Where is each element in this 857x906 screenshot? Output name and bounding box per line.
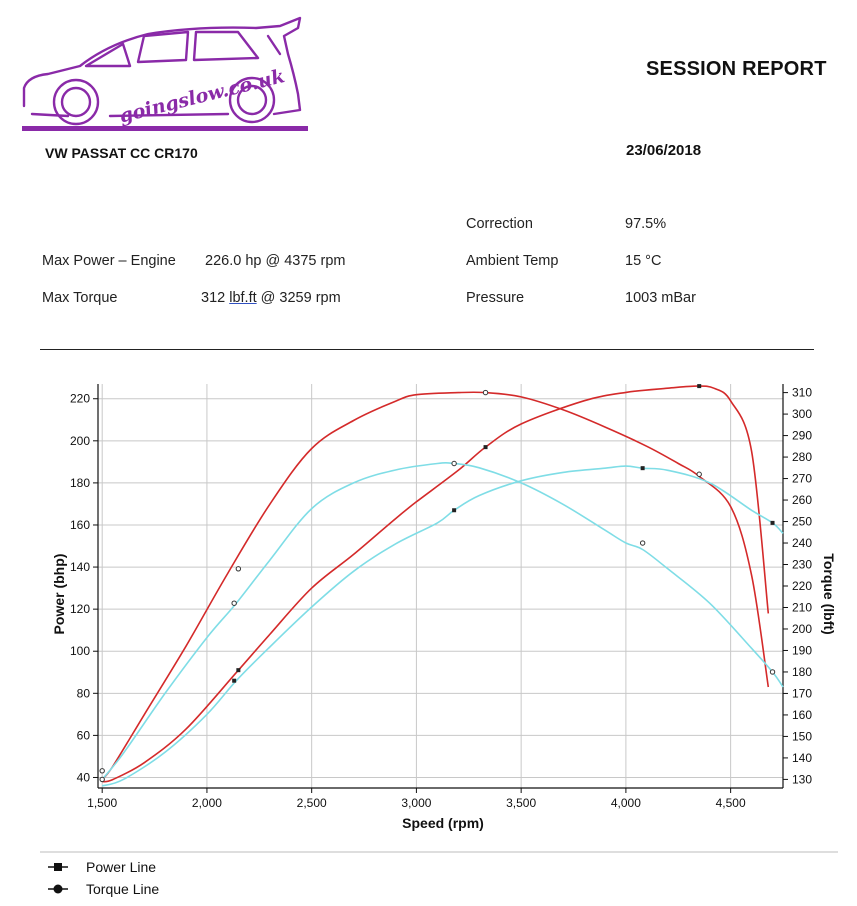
y-right-tick-label: 230 xyxy=(792,558,812,572)
y-left-tick-label: 200 xyxy=(70,434,90,448)
correction-label: Correction xyxy=(466,216,533,232)
x-tick-label: 4,000 xyxy=(611,796,641,810)
max-torque-unit: lbf.ft xyxy=(229,290,257,306)
y-right-tick-label: 210 xyxy=(792,600,812,614)
y-right-tick-label: 170 xyxy=(792,686,812,700)
logo-text: goingslow.co.uk xyxy=(117,65,287,127)
goingslow-logo: goingslow.co.uk xyxy=(22,16,308,131)
power-marker-run2 xyxy=(452,508,457,513)
torque-marker-run2 xyxy=(639,540,646,546)
report-title: SESSION REPORT xyxy=(646,58,827,80)
torque-marker-run1 xyxy=(696,471,702,477)
y-right-tick-label: 130 xyxy=(792,772,812,786)
y-right-tick-label: 140 xyxy=(792,751,812,765)
legend-square-marker xyxy=(54,863,62,871)
y-right-tick-label: 150 xyxy=(792,729,812,743)
y-right-tick-label: 240 xyxy=(792,536,812,550)
y-right-tick-label: 220 xyxy=(792,579,812,593)
max-torque-value: 312 lbf.ft @ 3259 rpm xyxy=(201,290,341,306)
y-left-tick-label: 160 xyxy=(70,518,90,532)
torque-marker-run1 xyxy=(235,566,242,572)
ambient-temp-label: Ambient Temp xyxy=(466,253,559,269)
max-torque-label: Max Torque xyxy=(42,290,118,306)
y-right-tick-label: 180 xyxy=(792,665,812,679)
correction-value: 97.5% xyxy=(625,216,667,232)
y-right-tick-label: 290 xyxy=(792,429,812,443)
power-marker-run2 xyxy=(770,520,775,525)
legend-label: Power Line xyxy=(86,859,156,875)
chart-legend: Power Line Torque Line xyxy=(48,859,159,897)
power-marker-run1 xyxy=(483,445,488,450)
y-left-tick-label: 40 xyxy=(77,770,91,784)
torque-marker-run2 xyxy=(451,460,457,467)
pressure-value: 1003 mBar xyxy=(625,290,696,306)
y-left-tick-label: 140 xyxy=(70,560,90,574)
torque-marker-run1 xyxy=(99,768,105,774)
torque-line-run1 xyxy=(101,391,770,780)
power-line-run2 xyxy=(101,465,784,787)
y-left-tick-label: 100 xyxy=(70,644,90,658)
x-tick-label: 1,500 xyxy=(87,796,117,810)
power-line-run1 xyxy=(102,385,770,783)
x-tick-label: 3,500 xyxy=(506,796,536,810)
separator-line xyxy=(40,349,814,350)
y-right-tick-label: 310 xyxy=(792,386,812,400)
y-axis-left-label: Power (bhp) xyxy=(51,554,67,635)
y-right-tick-label: 270 xyxy=(792,472,812,486)
torque-marker-run2 xyxy=(769,669,776,675)
ambient-temp-value: 15 °C xyxy=(625,253,662,269)
legend-label: Torque Line xyxy=(86,881,159,897)
y-right-tick-label: 200 xyxy=(792,622,812,636)
chart-axes xyxy=(97,384,784,789)
y-left-tick-label: 220 xyxy=(70,392,90,406)
chart-grid xyxy=(98,384,783,788)
y-left-tick-label: 180 xyxy=(70,476,90,490)
y-left-tick-label: 120 xyxy=(70,602,90,616)
report-date: 23/06/2018 xyxy=(626,142,702,159)
chart-ticks: 1,500 2,000 2,500 3,000 3,500 4,000 4,500 40 60 8… xyxy=(70,386,812,810)
vehicle-name: VW PASSAT CC CR170 xyxy=(45,145,198,161)
x-tick-label: 2,500 xyxy=(297,796,327,810)
power-marker-run2 xyxy=(640,466,645,471)
y-left-tick-label: 80 xyxy=(77,686,91,700)
torque-marker-run2 xyxy=(99,776,105,783)
y-axis-right-label: Torque (lbft) xyxy=(821,553,837,634)
x-tick-label: 3,000 xyxy=(401,796,431,810)
power-marker-run1 xyxy=(236,668,241,673)
legend-circle-marker xyxy=(53,884,63,894)
chart-series xyxy=(99,384,784,787)
y-right-tick-label: 160 xyxy=(792,708,812,722)
torque-marker-run2 xyxy=(231,600,237,606)
x-axis-label: Speed (rpm) xyxy=(402,815,484,831)
max-torque-rpm: @ 3259 rpm xyxy=(256,290,341,306)
x-tick-label: 4,500 xyxy=(716,796,746,810)
dyno-chart: 1,500 2,000 2,500 3,000 3,500 4,000 4,500 40 60 8… xyxy=(40,384,838,897)
y-right-tick-label: 250 xyxy=(792,515,812,529)
max-torque-number: 312 xyxy=(201,290,230,306)
y-left-tick-label: 60 xyxy=(77,728,91,742)
power-marker-run1 xyxy=(697,384,702,389)
y-right-tick-label: 260 xyxy=(792,493,812,507)
y-right-tick-label: 300 xyxy=(792,407,812,421)
pressure-label: Pressure xyxy=(466,290,525,306)
max-power-value: 226.0 hp @ 4375 rpm xyxy=(205,253,346,269)
x-tick-label: 2,000 xyxy=(192,796,222,810)
torque-marker-run1 xyxy=(482,389,489,396)
y-right-tick-label: 280 xyxy=(792,450,812,464)
torque-line-run2 xyxy=(101,462,784,780)
power-marker-run2 xyxy=(232,678,237,683)
y-right-tick-label: 190 xyxy=(792,643,812,657)
max-power-label: Max Power – Engine xyxy=(42,253,176,269)
